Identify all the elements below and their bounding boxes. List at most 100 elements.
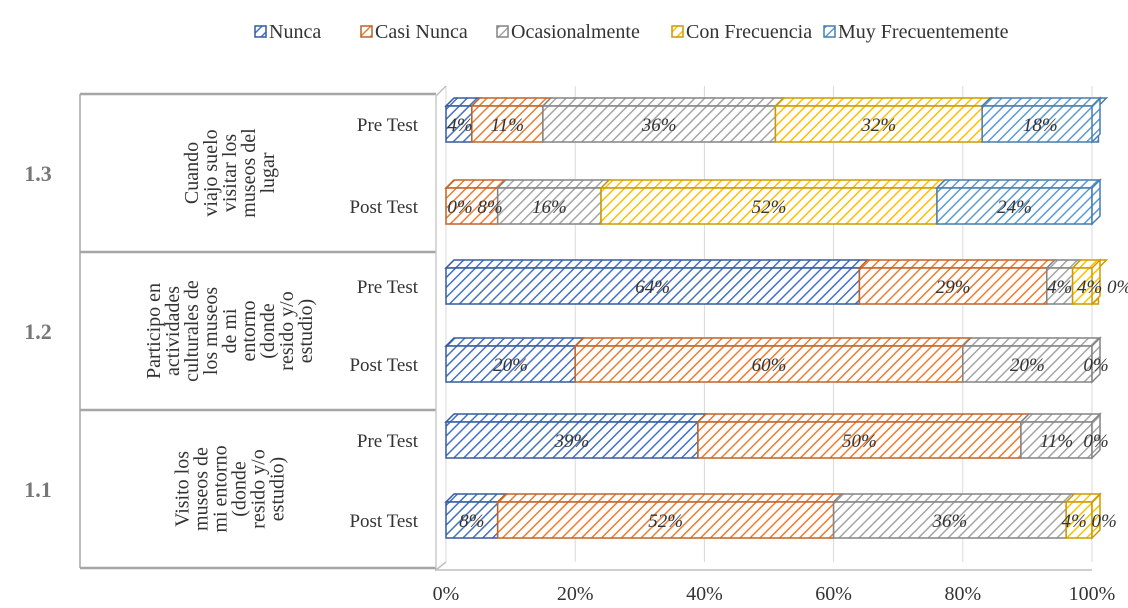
data-label: 0% <box>1107 277 1128 298</box>
bar-segment-nunca <box>445 501 499 539</box>
data-label: 11% <box>491 115 524 136</box>
bar-segment-casi-nunca <box>697 421 1022 459</box>
bar-segment-top-casi-nunca <box>495 493 844 503</box>
group-1-2 <box>444 258 1109 384</box>
group-label-line: resido y/o <box>248 449 270 528</box>
data-label: 11% <box>1040 431 1073 452</box>
x-tick-label: 80% <box>944 583 981 605</box>
group-label-line: actividades <box>162 286 184 376</box>
bar-segment-casi-nunca <box>445 187 499 225</box>
bar-segment-con-frecuencia <box>1065 501 1093 539</box>
data-label: 52% <box>752 197 787 218</box>
category-label: Pre Test <box>357 277 419 298</box>
data-label: 0% <box>447 197 472 218</box>
bar-segment-top-ocasionalmente <box>1019 413 1102 423</box>
legend-label: Muy Frecuentemente <box>838 21 1009 43</box>
group-1-3 <box>444 96 1109 226</box>
group-number: 1.1 <box>24 477 52 502</box>
bar-post-test <box>444 178 1102 226</box>
legend-label: Casi Nunca <box>375 21 468 43</box>
bar-segment-muy-frecuentemente <box>936 187 1093 225</box>
legend-label: Con Frecuencia <box>686 21 812 43</box>
bar-segment-top-nunca <box>444 493 508 503</box>
bar-segment-top-ocasionalmente <box>541 97 786 107</box>
bar-segment-top-casi-nunca <box>696 413 1031 423</box>
bars <box>444 96 1109 540</box>
x-tick-label: 100% <box>1069 583 1116 605</box>
data-label: 20% <box>1010 355 1045 376</box>
group-label-line: culturales de <box>181 280 203 382</box>
bar-segment-nunca <box>445 421 699 459</box>
data-label: 29% <box>936 277 971 298</box>
data-label: 18% <box>1023 115 1058 136</box>
group-label-line: los museos <box>200 287 222 376</box>
bar-end-cap <box>1091 96 1101 144</box>
group-label-line: viajo suelo <box>200 129 222 216</box>
bar-segment-top-casi-nunca <box>573 337 973 347</box>
data-label: 4% <box>447 115 472 136</box>
bar-end-cap <box>1091 178 1101 226</box>
group-label-line: Cuando <box>181 142 203 204</box>
x-tick-label: 40% <box>686 583 723 605</box>
bar-segment-con-frecuencia <box>600 187 938 225</box>
bar-segment-top-casi-nunca <box>470 97 553 107</box>
bar-segment-casi-nunca <box>496 501 835 539</box>
group-label-line: de mi <box>219 308 241 353</box>
bar-end-cap <box>1091 412 1101 460</box>
data-label: 20% <box>493 355 528 376</box>
bar-segment-ocasionalmente <box>962 345 1093 383</box>
data-label: 50% <box>842 431 877 452</box>
data-label: 36% <box>641 115 677 136</box>
bar-pre-test <box>444 258 1109 306</box>
bar-segment-ocasionalmente <box>542 105 777 143</box>
data-label: 60% <box>752 355 787 376</box>
x-tick-label: 0% <box>433 583 460 605</box>
group-label-line: Participo en <box>143 283 165 379</box>
category-label: Pre Test <box>357 115 419 136</box>
data-label: 4% <box>1077 277 1102 298</box>
group-label-line: resido y/o <box>276 291 298 370</box>
legend-item-ocasionalmente: Ocasionalmente <box>496 21 640 43</box>
category-frame <box>79 85 1092 572</box>
data-label: 16% <box>532 197 567 218</box>
legend-label: Nunca <box>269 21 321 43</box>
data-label: 39% <box>554 431 590 452</box>
data-label: 24% <box>997 197 1032 218</box>
group-label-line: estudio) <box>267 457 289 521</box>
bar-segment-nunca <box>445 267 861 305</box>
legend-item-nunca: Nunca <box>254 21 321 43</box>
group-1-1 <box>444 412 1102 540</box>
data-label: 4% <box>1061 511 1086 532</box>
data-label: 64% <box>635 277 670 298</box>
data-label: 0% <box>1091 511 1116 532</box>
data-label: 8% <box>459 511 484 532</box>
group-label-line: mi entorno <box>210 445 232 532</box>
group-label-line: lugar <box>257 152 279 193</box>
data-label: 36% <box>931 511 967 532</box>
category-label: Post Test <box>349 355 418 376</box>
bar-segment-top-ocasionalmente <box>495 179 611 189</box>
group-label-line: museos de <box>191 447 213 531</box>
legend-swatch <box>823 25 836 38</box>
bar-segment-top-casi-nunca <box>857 259 1057 269</box>
bar-segment-top-muy-frecuentemente <box>935 179 1102 189</box>
category-label: Pre Test <box>357 431 419 452</box>
bar-segment-ocasionalmente <box>1046 267 1074 305</box>
group-label-line: estudio) <box>295 299 317 363</box>
data-label: 0% <box>1083 355 1108 376</box>
data-label: 0% <box>1083 431 1108 452</box>
group-label-line: visitar los <box>219 134 241 213</box>
bar-segment-top-nunca <box>444 259 870 269</box>
axis-wall <box>435 85 447 572</box>
legend-item-con-frecuencia: Con Frecuencia <box>671 21 812 43</box>
bar-end-cap <box>1091 492 1101 540</box>
data-label: 32% <box>860 115 896 136</box>
legend-swatch <box>360 25 373 38</box>
gridlines <box>445 86 1093 562</box>
category-label: Post Test <box>349 511 418 532</box>
group-label-line: (donde <box>229 461 251 517</box>
legend-swatch <box>254 25 267 38</box>
